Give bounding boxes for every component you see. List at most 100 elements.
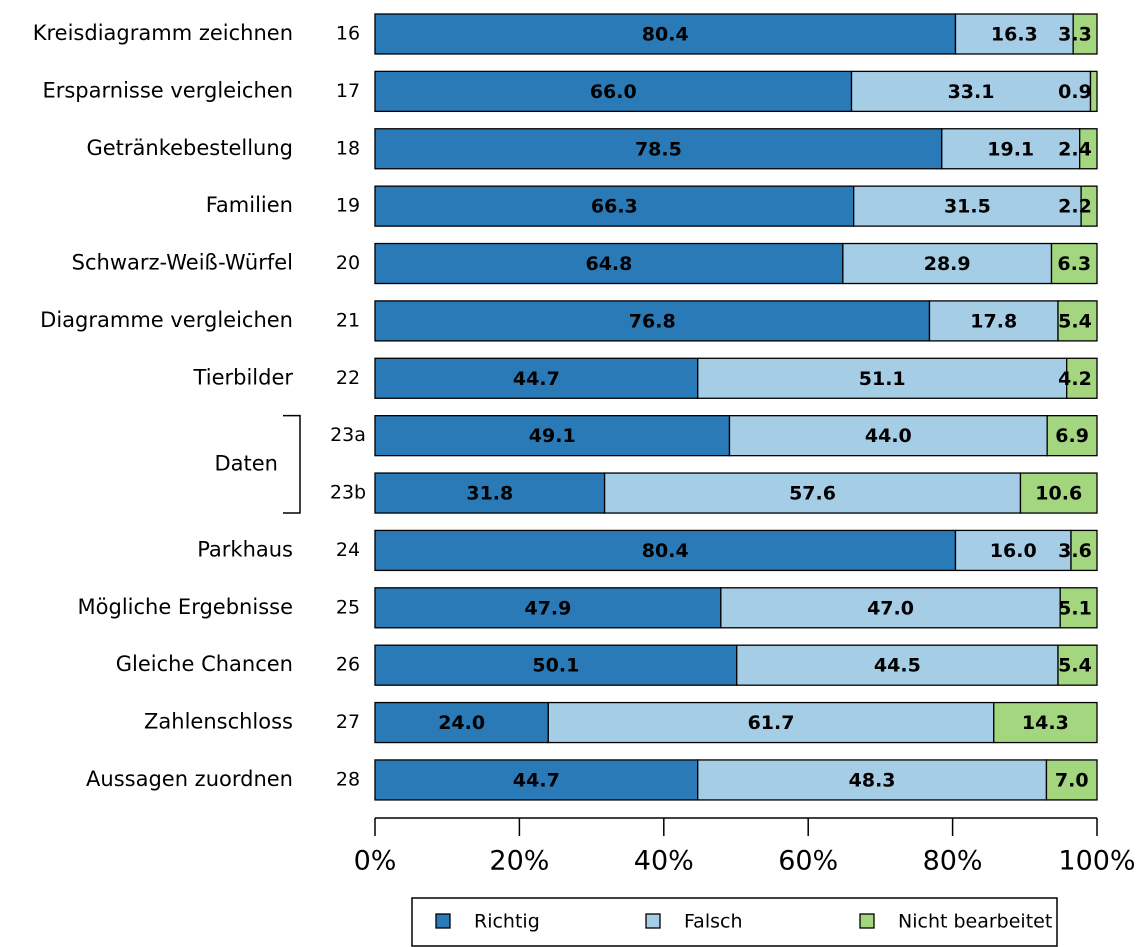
task-label: Diagramme vergleichen (40, 308, 293, 332)
bar-segment (374, 300, 931, 342)
value-label: 3.6 (1058, 540, 1092, 562)
bar-segment (374, 415, 731, 457)
category-label: 17 (336, 80, 360, 102)
bar-segment (1070, 529, 1098, 572)
value-label: 78.5 (635, 138, 682, 160)
bar-segment (1057, 644, 1098, 686)
x-tick-label: 60% (778, 846, 838, 877)
task-label: Familien (206, 193, 293, 217)
bar-segment (374, 759, 699, 801)
bar-segment (374, 242, 844, 285)
bar-segment (720, 587, 1061, 629)
bar-segment (736, 644, 1059, 686)
bar-segment (728, 415, 1048, 457)
value-label: 76.8 (629, 310, 676, 332)
value-label: 44.5 (874, 655, 921, 677)
value-label: 47.0 (867, 597, 914, 619)
x-tick-label: 100% (1058, 846, 1135, 877)
value-label: 64.8 (585, 253, 632, 275)
value-label: 47.9 (524, 597, 571, 619)
task-label: Aussagen zuordnen (86, 767, 293, 791)
bar-segment (1057, 300, 1098, 342)
value-label: 17.8 (970, 310, 1017, 332)
bar-segment (374, 185, 855, 227)
value-label: 4.2 (1058, 368, 1092, 390)
bar-segment (1066, 357, 1098, 399)
task-label: Getränkebestellung (86, 136, 293, 160)
value-label: 6.3 (1057, 253, 1091, 275)
bar-segment (941, 128, 1081, 170)
bar-segment (1072, 13, 1098, 55)
category-label: 24 (336, 539, 360, 561)
bar-segment (603, 472, 1022, 514)
value-label: 50.1 (532, 655, 579, 677)
x-tick-label: 80% (923, 846, 983, 877)
task-label: Tierbilder (193, 365, 294, 389)
task-label: Kreisdiagramm zeichnen (33, 21, 293, 45)
task-label: Schwarz-Weiß-Würfel (72, 251, 293, 275)
bar-segment (1089, 70, 1098, 113)
bar-segment (374, 13, 957, 55)
value-label: 44.7 (513, 769, 560, 791)
value-label: 6.9 (1055, 425, 1089, 447)
value-label: 57.6 (789, 483, 836, 505)
bar-segment (374, 70, 853, 113)
value-label: 80.4 (642, 540, 689, 562)
category-label: 28 (336, 768, 360, 790)
category-label: 27 (336, 711, 360, 733)
bar-segment (842, 242, 1053, 285)
task-label: Parkhaus (197, 537, 293, 561)
value-label: 44.7 (513, 368, 560, 390)
value-label: 14.3 (1022, 712, 1069, 734)
value-label: 31.8 (466, 483, 513, 505)
bar-segment (1050, 242, 1098, 285)
task-label: Ersparnisse vergleichen (42, 78, 293, 102)
bar-segment (374, 644, 738, 686)
bar-segment (1046, 415, 1098, 457)
category-label: 26 (336, 654, 360, 676)
x-tick-label: 20% (489, 846, 549, 877)
bar-segment (928, 300, 1059, 342)
bar-segment (993, 701, 1098, 744)
value-label: 7.0 (1055, 769, 1089, 791)
category-label: 23a (330, 424, 366, 446)
legend (411, 897, 1058, 947)
legend-label: Nicht bearbeitet (898, 911, 1052, 933)
group-bracket (283, 414, 301, 514)
bar-segment (1080, 185, 1098, 227)
value-label: 66.0 (590, 81, 637, 103)
value-label: 51.1 (859, 368, 906, 390)
value-label: 31.5 (944, 196, 991, 218)
bar-segment (374, 529, 957, 572)
value-label: 3.3 (1058, 24, 1092, 46)
category-label: 19 (336, 195, 360, 217)
legend-swatch (435, 913, 451, 929)
value-label: 16.0 (990, 540, 1037, 562)
legend-swatch (859, 913, 875, 929)
task-label: Mögliche Ergebnisse (78, 595, 293, 619)
bar-segment (954, 529, 1072, 572)
value-label: 16.3 (991, 24, 1038, 46)
bar-segment (374, 701, 549, 744)
value-label: 5.4 (1058, 655, 1092, 677)
bar-segment (853, 185, 1082, 227)
x-tick-label: 0% (354, 846, 397, 877)
value-label: 5.1 (1058, 597, 1092, 619)
value-label: 2.2 (1058, 196, 1092, 218)
legend-label: Falsch (684, 911, 743, 933)
bar-segment (374, 128, 943, 170)
category-label: 21 (336, 309, 360, 331)
x-tick-label: 40% (634, 846, 694, 877)
value-label: 0.9 (1058, 81, 1092, 103)
value-label: 48.3 (849, 769, 896, 791)
category-label: 20 (336, 252, 360, 274)
task-label: Gleiche Chancen (116, 652, 293, 676)
bar-segment (374, 472, 606, 514)
value-label: 66.3 (591, 196, 638, 218)
value-label: 28.9 (924, 253, 971, 275)
bar-segment (1059, 587, 1098, 629)
task-label: Zahlenschloss (144, 710, 293, 734)
value-label: 19.1 (987, 138, 1034, 160)
bar-segment (374, 357, 699, 399)
